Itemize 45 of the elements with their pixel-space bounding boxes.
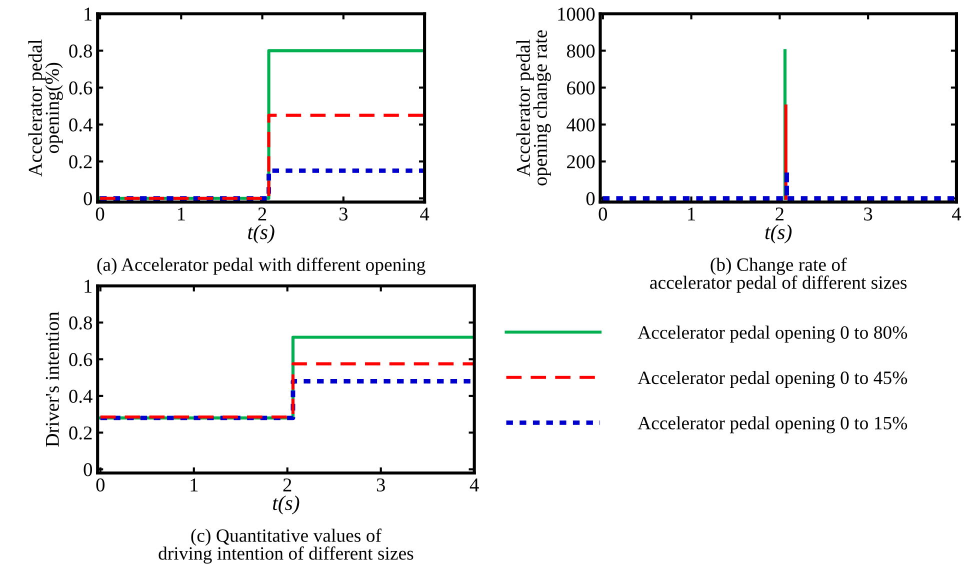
- text: (b) Change rate of accelerator pedal of different sizes: [650, 258, 907, 293]
- x-axis-title: t(s): [273, 495, 300, 514]
- x-tick-label: 3: [864, 208, 872, 221]
- x-tick-label: 4: [470, 478, 479, 492]
- text: (c) Quantitative values of driving intention of different sizes: [158, 528, 414, 564]
- y-tick-label: 800: [566, 44, 595, 58]
- y-tick-label: 0.2: [69, 155, 92, 168]
- y-tick-label: 1: [84, 280, 92, 293]
- x-tick-label: 4: [420, 208, 430, 220]
- y-tick-label: 0.4: [69, 118, 92, 132]
- y-tick-label: 0: [84, 192, 92, 206]
- x-tick-label: 2: [258, 208, 266, 220]
- legend-label: Accelerator pedal opening 0 to 80%: [638, 326, 908, 343]
- x-tick-label: 1: [178, 208, 185, 220]
- legend-label: Accelerator pedal opening 0 to 15%: [638, 416, 908, 434]
- legend-label: Accelerator pedal opening 0 to 45%: [638, 370, 908, 388]
- x-tick-label: 0: [598, 207, 608, 221]
- y-axis-title: Accelerator pedal opening change rate: [516, 30, 551, 186]
- x-tick-label: 1: [688, 208, 695, 220]
- x-axis-title: t(s): [248, 224, 274, 244]
- y-tick-label: 0.4: [69, 390, 92, 403]
- x-tick-label: 1: [190, 478, 198, 492]
- y-tick-label: 1: [84, 8, 92, 21]
- y-axis-title: Accelerator pedal opening(%): [28, 39, 63, 177]
- x-tick-label: 2: [283, 478, 292, 492]
- y-tick-label: 0: [84, 463, 92, 476]
- y-tick-label: 1000: [558, 8, 595, 21]
- y-tick-label: 0.8: [69, 44, 92, 58]
- x-axis-title: t(s): [765, 224, 792, 244]
- text: (a) Accelerator pedal with different opening: [97, 258, 426, 275]
- y-tick-label: 600: [567, 81, 595, 95]
- y-tick-label: 400: [566, 118, 595, 132]
- x-tick-label: 4: [952, 208, 962, 220]
- x-tick-label: 0: [96, 478, 105, 492]
- y-tick-label: 0: [586, 192, 595, 206]
- x-tick-label: 3: [339, 208, 348, 221]
- y-axis-title: Driver's intention: [46, 312, 59, 447]
- y-tick-label: 0.2: [69, 426, 92, 440]
- x-tick-label: 2: [776, 208, 784, 220]
- x-tick-label: 0: [96, 207, 104, 221]
- y-tick-label: 200: [567, 155, 595, 168]
- y-tick-label: 0.6: [69, 353, 92, 366]
- y-tick-label: 0.6: [69, 81, 92, 95]
- y-tick-label: 0.8: [69, 316, 92, 330]
- x-tick-label: 3: [376, 478, 385, 492]
